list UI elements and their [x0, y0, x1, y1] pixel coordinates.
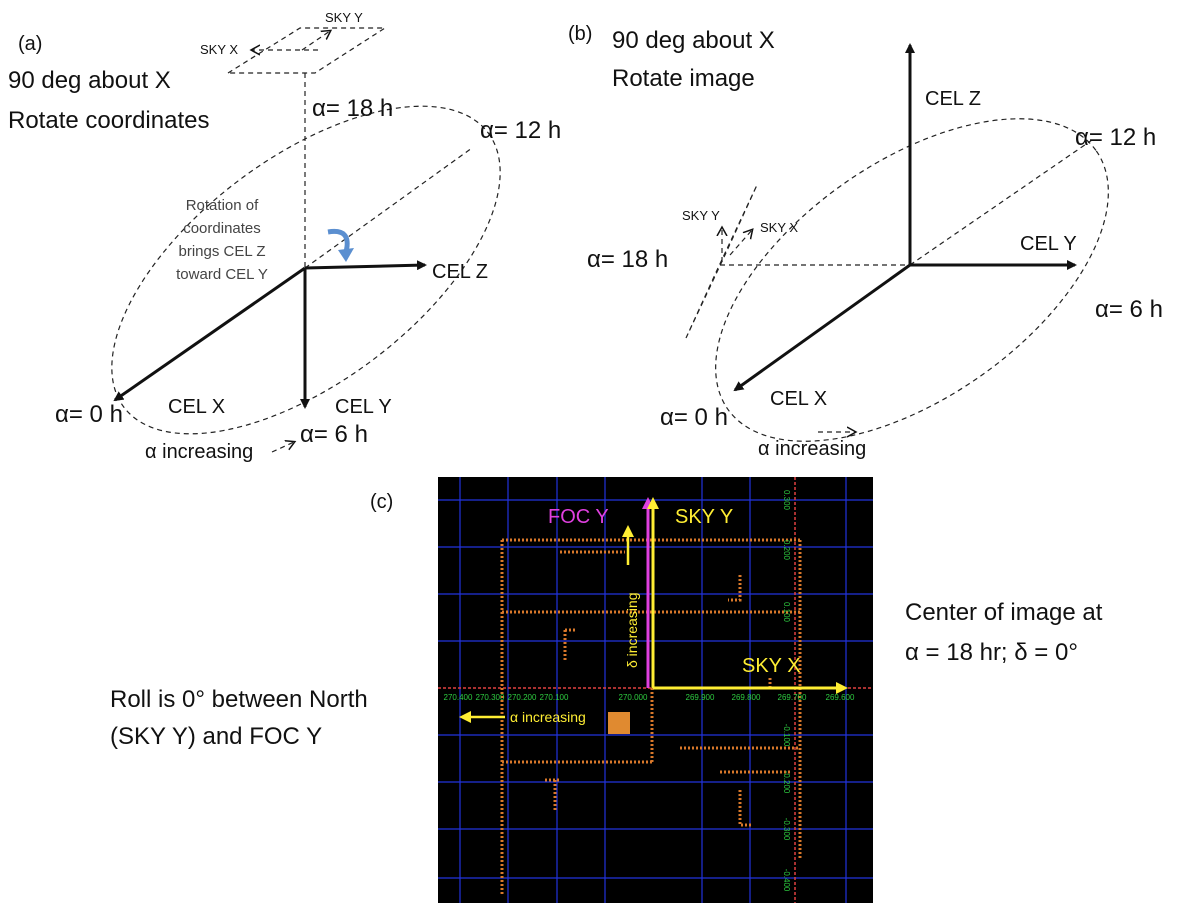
note: Rotation of [186, 197, 259, 214]
sky-x-arrow [730, 230, 752, 255]
x-tick-label: 270.100 [540, 693, 569, 702]
panel-b: (b) 90 deg about X Rotate image SKY Y SK… [568, 23, 1164, 506]
rotation-arrow [328, 231, 347, 252]
ra-label: α= 18 h [312, 95, 393, 122]
caption: Rotate image [612, 65, 755, 92]
note: brings CEL Z [179, 243, 266, 260]
orbit-ellipse [660, 54, 1164, 505]
sky-x-label: SKY X [200, 42, 238, 57]
x-tick-label: 270.000 [619, 693, 648, 702]
x-tick-label: 269.700 [778, 693, 807, 702]
y-tick-label: 0.300 [782, 490, 791, 511]
center-note: Center of image at [905, 599, 1103, 626]
sky-y-label: SKY Y [675, 506, 733, 528]
y-tick-label: 0.200 [782, 540, 791, 561]
x-tick-label: 269.600 [826, 693, 855, 702]
sky-x-label: SKY X [742, 655, 801, 677]
sky-x-label: SKY X [760, 220, 798, 235]
note: toward CEL Y [176, 266, 268, 283]
direction-arrow [272, 442, 294, 452]
ra-label: α= 0 h [660, 404, 728, 431]
direction-label: α increasing [758, 438, 866, 460]
axis-label: CEL Z [432, 261, 488, 283]
y-tick-label: -0.100 [782, 724, 791, 747]
ra-label: α= 6 h [300, 421, 368, 448]
panel-label: (a) [18, 33, 42, 55]
x-tick-label: 269.800 [732, 693, 761, 702]
alpha-increasing: α increasing [510, 709, 586, 725]
delta-increasing: δ increasing [624, 593, 640, 669]
axis-label: CEL Y [1020, 233, 1077, 255]
sky-y-arrow [302, 31, 330, 50]
x-tick-label: 270.200 [508, 693, 537, 702]
axis-label: CEL X [770, 388, 827, 410]
ra-label: α= 18 h [587, 246, 668, 273]
y-tick-label: -0.200 [782, 771, 791, 794]
panel-a: (a) 90 deg about X Rotate coordinates SK… [8, 10, 561, 497]
roll-note: (SKY Y) and FOC Y [110, 723, 322, 750]
cel-z-axis [305, 265, 425, 268]
caption: 90 deg about X [8, 67, 171, 94]
cel-x-axis [115, 268, 305, 400]
dashed-line [305, 148, 472, 268]
cel-x-axis [735, 265, 910, 390]
caption: Rotate coordinates [8, 107, 209, 134]
axis-label: CEL Z [925, 88, 981, 110]
axis-label: CEL Y [335, 396, 392, 418]
rotation-arrowhead [338, 248, 354, 262]
direction-label: α increasing [145, 441, 253, 463]
caption: 90 deg about X [612, 27, 775, 54]
note: coordinates [183, 220, 261, 237]
y-tick-label: -0.300 [782, 818, 791, 841]
foc-y-label: FOC Y [548, 506, 609, 528]
figure: (a) 90 deg about X Rotate coordinates SK… [0, 0, 1187, 903]
panel-label: (c) [370, 491, 393, 513]
x-tick-label: 270.300 [476, 693, 505, 702]
ra-label: α= 12 h [1075, 124, 1156, 151]
roll-note: Roll is 0° between North [110, 686, 368, 713]
ra-label: α= 0 h [55, 401, 123, 428]
x-tick-label: 270.400 [444, 693, 473, 702]
center-note: α = 18 hr; δ = 0° [905, 639, 1078, 666]
ra-label: α= 6 h [1095, 296, 1163, 323]
y-tick-label: -0.400 [782, 869, 791, 892]
panel-label: (b) [568, 23, 592, 45]
axis-label: CEL X [168, 396, 225, 418]
y-tick-label: 0.100 [782, 602, 791, 623]
ra-label: α= 12 h [480, 117, 561, 144]
sky-y-label: SKY Y [325, 10, 363, 25]
source-blob [608, 712, 630, 734]
sky-y-label: SKY Y [682, 208, 720, 223]
x-tick-label: 269.900 [686, 693, 715, 702]
